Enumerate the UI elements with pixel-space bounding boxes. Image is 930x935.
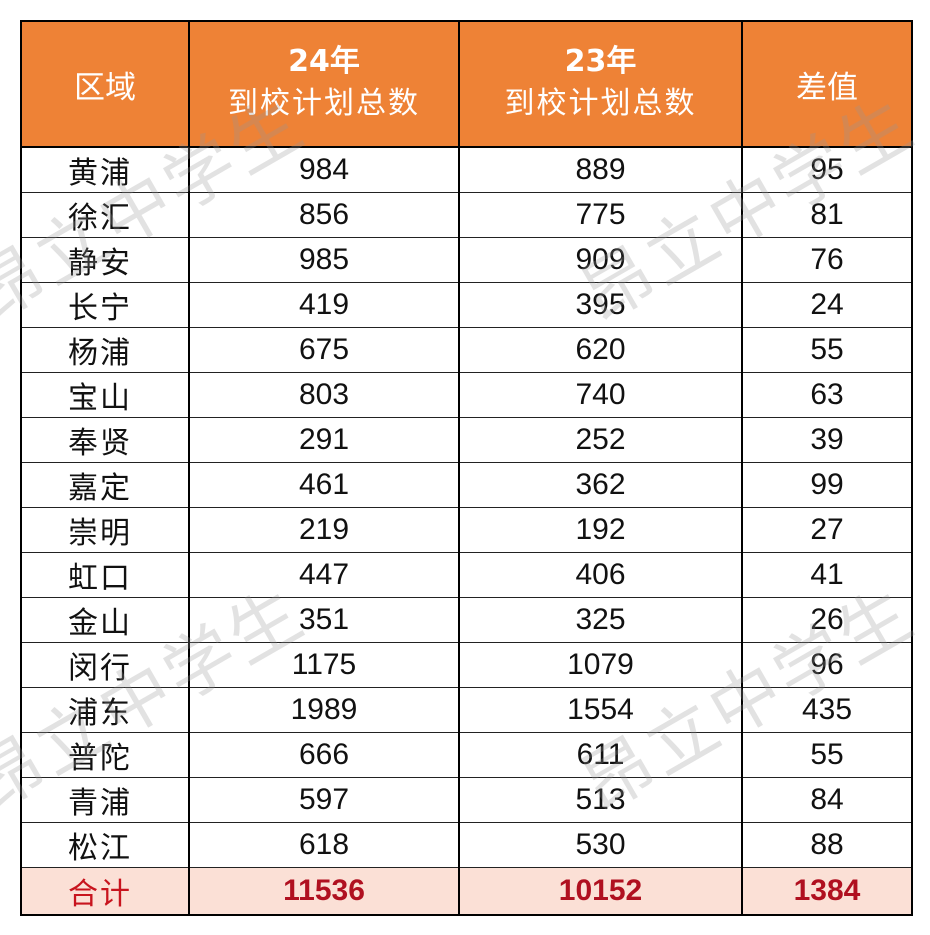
table-row: 长宁 419 395 24 xyxy=(20,282,913,328)
table-row: 徐汇 856 775 81 xyxy=(20,192,913,238)
region-cell: 黄浦 xyxy=(20,146,190,193)
y24-cell: 419 xyxy=(188,282,460,328)
diff-cell: 63 xyxy=(741,372,913,418)
table-row: 黄浦 984 889 95 xyxy=(20,146,913,193)
y24-cell: 666 xyxy=(188,732,460,778)
region-cell: 杨浦 xyxy=(20,327,190,373)
diff-cell: 96 xyxy=(741,642,913,688)
y24-cell: 803 xyxy=(188,372,460,418)
table-row: 宝山 803 740 63 xyxy=(20,372,913,418)
table-row: 闵行 1175 1079 96 xyxy=(20,642,913,688)
y23-cell: 909 xyxy=(458,237,743,283)
y24-cell: 461 xyxy=(188,462,460,508)
total-diff: 1384 xyxy=(741,867,913,916)
region-cell: 松江 xyxy=(20,822,190,868)
diff-cell: 76 xyxy=(741,237,913,283)
y24-cell: 985 xyxy=(188,237,460,283)
table-row: 普陀 666 611 55 xyxy=(20,732,913,778)
table-row: 静安 985 909 76 xyxy=(20,237,913,283)
total-y23: 10152 xyxy=(458,867,743,916)
region-cell: 崇明 xyxy=(20,507,190,553)
diff-cell: 55 xyxy=(741,327,913,373)
header-2024-plan: 24年 到校计划总数 xyxy=(188,20,460,148)
y23-cell: 252 xyxy=(458,417,743,463)
diff-cell: 81 xyxy=(741,192,913,238)
diff-cell: 27 xyxy=(741,507,913,553)
y23-cell: 192 xyxy=(458,507,743,553)
y23-cell: 362 xyxy=(458,462,743,508)
header-2023-year: 23年 xyxy=(564,44,637,79)
y23-cell: 889 xyxy=(458,146,743,193)
y24-cell: 984 xyxy=(188,146,460,193)
table-row: 青浦 597 513 84 xyxy=(20,777,913,823)
table-row: 金山 351 325 26 xyxy=(20,597,913,643)
region-cell: 静安 xyxy=(20,237,190,283)
region-cell: 宝山 xyxy=(20,372,190,418)
y24-cell: 219 xyxy=(188,507,460,553)
diff-cell: 26 xyxy=(741,597,913,643)
y24-cell: 597 xyxy=(188,777,460,823)
y23-cell: 775 xyxy=(458,192,743,238)
header-difference-label: 差值 xyxy=(796,69,858,106)
region-cell: 徐汇 xyxy=(20,192,190,238)
diff-cell: 84 xyxy=(741,777,913,823)
region-cell: 金山 xyxy=(20,597,190,643)
table-row: 浦东 1989 1554 435 xyxy=(20,687,913,733)
y23-cell: 1554 xyxy=(458,687,743,733)
spreadsheet-table-container: 区域 24年 到校计划总数 23年 到校计划总数 差值 黄浦 984 889 xyxy=(20,20,913,916)
diff-cell: 55 xyxy=(741,732,913,778)
enrollment-plan-table: 区域 24年 到校计划总数 23年 到校计划总数 差值 黄浦 984 889 xyxy=(20,20,913,916)
table-row: 松江 618 530 88 xyxy=(20,822,913,868)
diff-cell: 99 xyxy=(741,462,913,508)
diff-cell: 88 xyxy=(741,822,913,868)
region-cell: 闵行 xyxy=(20,642,190,688)
y23-cell: 395 xyxy=(458,282,743,328)
region-cell: 嘉定 xyxy=(20,462,190,508)
diff-cell: 24 xyxy=(741,282,913,328)
region-cell: 奉贤 xyxy=(20,417,190,463)
table-row: 奉贤 291 252 39 xyxy=(20,417,913,463)
y23-cell: 620 xyxy=(458,327,743,373)
region-cell: 浦东 xyxy=(20,687,190,733)
diff-cell: 95 xyxy=(741,146,913,193)
y23-cell: 530 xyxy=(458,822,743,868)
y23-cell: 406 xyxy=(458,552,743,598)
y23-cell: 513 xyxy=(458,777,743,823)
region-cell: 普陀 xyxy=(20,732,190,778)
y24-cell: 856 xyxy=(188,192,460,238)
header-2024-year: 24年 xyxy=(288,44,360,79)
y24-cell: 447 xyxy=(188,552,460,598)
header-difference: 差值 xyxy=(741,20,913,148)
y24-cell: 1989 xyxy=(188,687,460,733)
y24-cell: 291 xyxy=(188,417,460,463)
y23-cell: 325 xyxy=(458,597,743,643)
table-row: 杨浦 675 620 55 xyxy=(20,327,913,373)
table-row: 崇明 219 192 27 xyxy=(20,507,913,553)
header-row: 区域 24年 到校计划总数 23年 到校计划总数 差值 xyxy=(20,20,913,148)
total-label: 合计 xyxy=(20,867,190,916)
region-cell: 青浦 xyxy=(20,777,190,823)
y23-cell: 1079 xyxy=(458,642,743,688)
y24-cell: 618 xyxy=(188,822,460,868)
diff-cell: 435 xyxy=(741,687,913,733)
diff-cell: 39 xyxy=(741,417,913,463)
table-row: 虹口 447 406 41 xyxy=(20,552,913,598)
y23-cell: 611 xyxy=(458,732,743,778)
table-row: 嘉定 461 362 99 xyxy=(20,462,913,508)
header-region-label: 区域 xyxy=(74,69,136,106)
y24-cell: 351 xyxy=(188,597,460,643)
y23-cell: 740 xyxy=(458,372,743,418)
header-2024-subtitle: 到校计划总数 xyxy=(228,86,420,121)
diff-cell: 41 xyxy=(741,552,913,598)
total-y24: 11536 xyxy=(188,867,460,916)
total-row: 合计 11536 10152 1384 xyxy=(20,867,913,916)
region-cell: 虹口 xyxy=(20,552,190,598)
header-2023-plan: 23年 到校计划总数 xyxy=(458,20,743,148)
y24-cell: 1175 xyxy=(188,642,460,688)
header-region: 区域 xyxy=(20,20,190,148)
y24-cell: 675 xyxy=(188,327,460,373)
region-cell: 长宁 xyxy=(20,282,190,328)
header-2023-subtitle: 到校计划总数 xyxy=(504,86,697,121)
